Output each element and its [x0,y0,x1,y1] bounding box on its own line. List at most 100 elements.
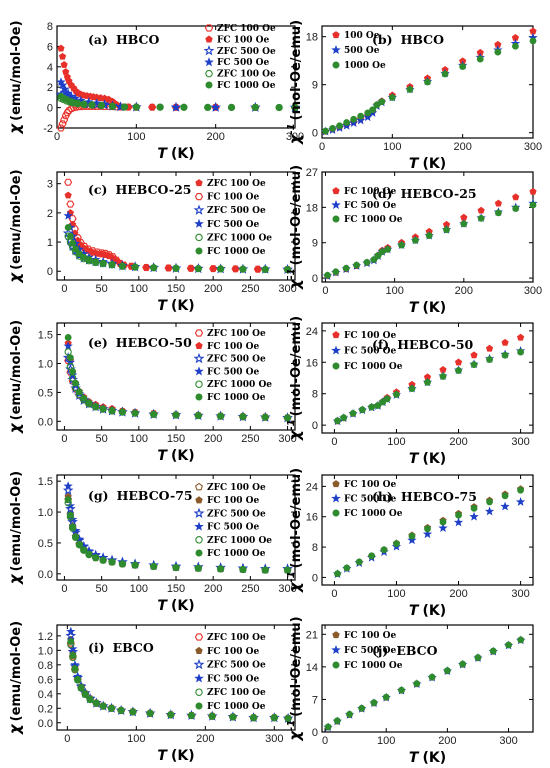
data-point [71,665,79,672]
data-point [342,264,350,272]
y-axis-variable: χ [286,278,304,290]
x-tick-label: 0 [322,735,328,747]
data-point [112,256,121,264]
x-tick-label: 300 [278,283,296,295]
legend-label: FC 100 Oe [207,647,259,657]
legend-marker [195,393,203,401]
y-tick-label: 7 [312,694,318,706]
data-point [332,268,340,276]
data-point [424,525,431,533]
y-axis-exponent: -1 [286,419,297,430]
data-point [217,412,225,420]
data-point [284,266,291,273]
data-point [69,652,77,659]
y-tick-label: 0.5 [38,387,53,399]
data-point [164,264,173,272]
data-point [489,647,497,655]
data-point [374,252,382,260]
data-point [494,48,502,56]
legend-label: FC 1000 Oe [344,215,403,225]
plot-frame [321,25,534,139]
data-point [63,210,73,220]
y-axis-label: χ-1 (mol-Oe/emu) [286,468,304,593]
panel-label: (b) HBCO [372,32,444,47]
data-point [382,693,390,701]
data-point [171,102,181,112]
panel-i: 0 100 200 300 0.0 0.2 0.4 0.6 0.8 1.0 1.2 (i) EBCO ZF… [6,621,296,764]
data-point [250,714,258,722]
y-tick-label: 9 [312,238,318,250]
data-point [72,533,79,541]
legend-label: FC 100 Oe [344,331,396,341]
data-point [368,403,376,411]
legend-label: FC 1000 Oe [344,362,403,372]
y-tick-label: 1.0 [38,645,53,657]
legend-marker [194,218,204,228]
data-point [364,109,372,117]
panel-tag: (j) [372,643,388,658]
sample-name: HEBCO-25 [115,182,191,197]
panel-label: (e) HEBCO-50 [88,335,192,350]
data-point [505,641,512,649]
x-tick-label: 0 [61,583,67,595]
data-point [512,205,520,212]
legend-label: ZFC 500 Oe [207,509,266,519]
data-point [334,417,341,425]
data-point [65,357,76,367]
legend-marker [194,366,204,376]
data-point [117,707,125,714]
y-tick-label: 0.2 [38,703,53,715]
data-point [291,104,299,111]
series-0 [64,495,292,574]
legend-marker [195,536,203,544]
legend-label: FC 1000 Oe [207,247,266,257]
x-axis-variable: T [157,598,168,614]
data-point [516,333,525,341]
data-point [454,358,463,366]
y-axis-unit: (emu/mol-Oe) [9,169,24,269]
y-axis-exponent: -1 [286,571,297,582]
series-2 [334,348,524,425]
data-point [65,630,77,641]
y-tick-label: 1 [47,237,53,249]
x-tick-label: 0 [322,285,328,297]
x-tick-label: 100 [387,436,405,448]
data-point [81,690,89,698]
data-point [455,367,462,374]
data-point [476,55,484,63]
panel-d: 0 100 200 300 0 9 18 27 (d) HEBCO-25 FC 100 Oe FC 5… [286,165,542,316]
data-point [486,356,493,363]
panel-label: (j) EBCO [372,643,438,658]
x-axis-label: T (K) [409,300,446,316]
legend-marker [332,215,340,223]
legend-label: ZFC 500 Oe [217,47,276,57]
legend-label: FC 500 Oe [207,367,259,377]
panel-tag: (c) [88,182,107,197]
y-axis-variable: χ [286,429,304,441]
x-tick-label: 250 [241,583,259,595]
data-point [439,518,447,526]
legend-marker [193,507,205,519]
sample-name: HBCO [401,32,445,47]
panel-tag: (i) [88,640,105,655]
plot-frame [321,171,534,283]
y-tick-label: 0.0 [38,569,53,581]
y-tick-label: 8 [47,21,53,33]
data-point [99,405,107,412]
data-point [484,506,495,516]
data-point [441,70,449,78]
data-point [349,409,357,417]
legend-marker [195,549,203,557]
x-tick-label: 0 [331,436,337,448]
x-tick-label: 300 [511,436,529,448]
data-point [150,563,158,570]
y-tick-label: 9 [312,80,318,92]
data-point [85,399,93,407]
data-point [62,484,74,495]
x-tick-label: 200 [449,436,467,448]
y-axis-variable: χ [286,133,304,145]
y-axis-variable: χ [286,581,304,593]
legend-label: FC 1000 Oe [207,702,266,712]
data-point [517,636,525,644]
y-axis-unit: (emu/mol-Oe) [9,621,24,721]
